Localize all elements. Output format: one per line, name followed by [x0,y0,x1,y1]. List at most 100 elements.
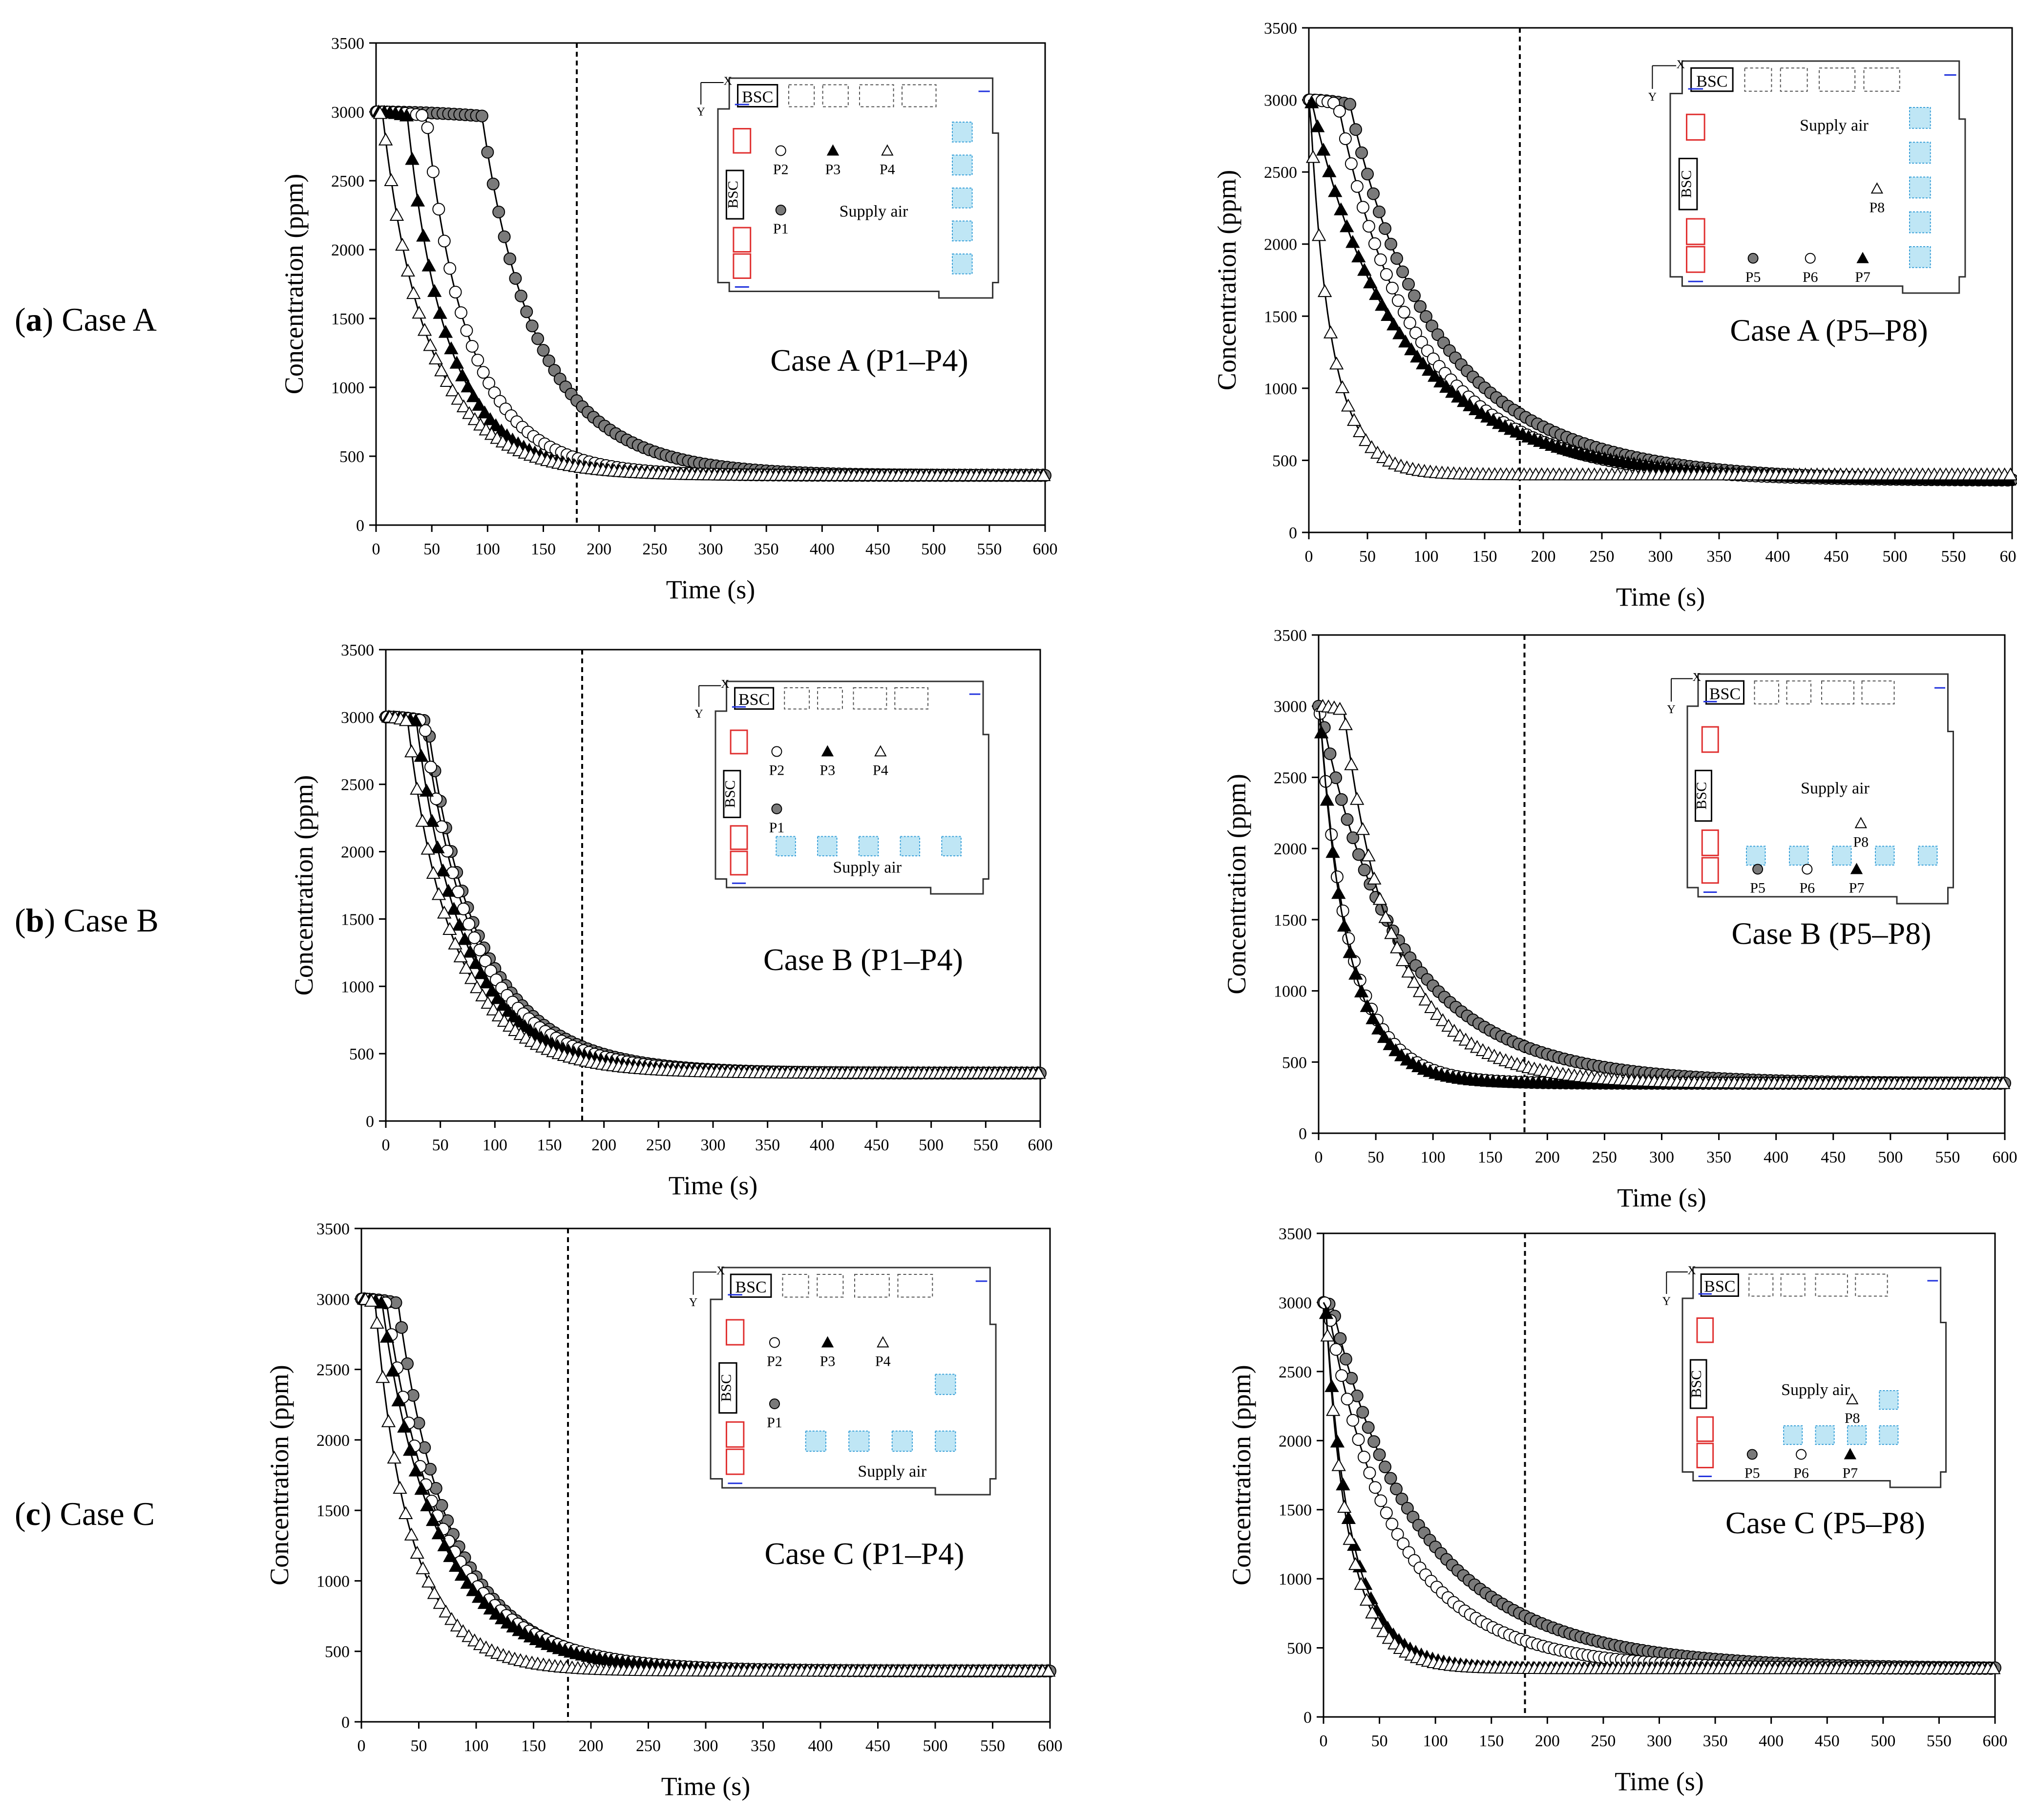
measurement-point-label: P2 [773,162,789,178]
data-point [1343,945,1357,958]
chart-panel-1: 0 50 100 150 200 250 300 350 400 450 500 550 600 0 500… [279,35,1058,604]
data-point [1329,1343,1343,1356]
equipment-box [1786,680,1811,705]
supply-air-vent [952,122,973,143]
data-point [1354,1577,1368,1590]
x-tick-label: 150 [531,540,556,558]
measurement-point [826,144,840,156]
y-tick-label: 1500 [1274,911,1307,930]
data-point [1310,119,1325,132]
data-point [542,354,555,367]
data-point [1435,1013,1450,1026]
inset-x-label: X [716,1265,725,1277]
y-tick-label: 3000 [341,709,374,727]
data-point [451,392,465,405]
x-tick-label: 250 [1590,548,1615,566]
data-point [1334,1332,1347,1345]
data-point [376,1370,390,1383]
exhaust-box [1686,218,1705,245]
data-point [415,814,430,827]
room-outline [717,77,999,299]
data-point [1355,822,1370,835]
data-point [439,1604,453,1618]
data-point [406,286,421,299]
data-point [1367,871,1382,885]
supply-air-vent [1909,246,1931,268]
measurement-point-label: P4 [880,162,895,178]
x-tick-label: 450 [1815,1732,1840,1750]
measurement-point-label: P6 [1799,880,1815,896]
x-axis-label: Time (s) [1617,1183,1706,1212]
y-tick-label: 3000 [1264,92,1297,110]
chart-panel-2: 0 50 100 150 200 250 300 350 400 450 500 550 600 0 500… [1212,20,2017,612]
bsc-top-label: BSC [738,691,770,709]
data-point [1409,326,1422,339]
data-point [463,944,478,958]
room-inset: BSC BSC X Y Supply air P2 P3 P4 P1 [689,1265,997,1496]
data-point [1377,1030,1392,1043]
measurement-point-label: P8 [1869,199,1885,215]
bsc-top-box [730,1273,772,1298]
data-point [1428,369,1442,382]
bsc-top-label: BSC [1704,1278,1735,1296]
bsc-side-box [1689,1359,1707,1409]
x-tick-label: 100 [1421,1148,1446,1166]
room-outline [1681,1267,1947,1488]
data-point [449,286,462,299]
inset-y-label: Y [1648,91,1657,104]
equipment-box [1821,680,1854,705]
data-point [464,971,479,984]
data-point [1368,1481,1382,1494]
data-point [484,983,500,997]
data-point [379,1330,395,1343]
y-tick-label: 3500 [1274,627,1307,645]
data-point [1372,892,1387,905]
inset-y-label: Y [694,708,703,720]
inset-x-label: X [1687,1265,1696,1277]
row-label-c: (c) Case C [15,1495,155,1532]
bsc-top-box [734,687,775,710]
supply-air-vent [1783,1425,1803,1445]
chart-panel-5: 0 50 100 150 200 250 300 350 400 450 500 550 600 0 500… [265,1220,1063,1801]
data-point [1384,926,1399,939]
data-point [1361,848,1376,862]
data-point [1420,310,1432,323]
supply-air-vent [1746,846,1766,866]
x-tick-label: 500 [921,540,946,558]
x-tick-label: 200 [1535,1732,1560,1750]
y-tick-label: 1500 [316,1502,350,1520]
data-point [445,383,460,397]
data-point [1351,249,1366,263]
data-point [421,258,436,272]
equipment-box [782,1273,809,1298]
data-point [1337,1500,1352,1513]
y-axis-label: Concentration (ppm) [289,775,318,995]
supply-air-vent [1909,211,1931,233]
x-tick-label: 600 [1038,1737,1063,1755]
data-point [1390,252,1403,265]
data-point [425,1513,441,1526]
data-point [410,782,424,795]
data-point [420,1498,435,1511]
data-point [1996,1076,2011,1089]
x-axis-label: Time (s) [661,1772,751,1801]
y-tick-label: 2000 [341,844,374,862]
x-tick-label: 400 [1764,1148,1788,1166]
data-point [1376,1624,1391,1637]
y-tick-label: 3500 [316,1220,350,1238]
measurement-point-label: P8 [1845,1410,1860,1426]
data-point [399,1506,413,1520]
data-point [1339,132,1352,146]
supply-air-vent [1847,1425,1867,1445]
data-point [397,1419,412,1433]
data-point [1340,219,1354,233]
data-point [412,305,426,319]
y-tick-label: 2000 [316,1432,350,1450]
y-axis-label: Concentration (ppm) [1222,774,1251,994]
y-tick-label: 3000 [1279,1294,1312,1312]
measurement-point-label: P4 [875,1353,891,1369]
data-point [1350,180,1364,193]
data-point [1355,146,1368,159]
supply-air-vent [935,1430,956,1452]
data-point [423,338,438,351]
